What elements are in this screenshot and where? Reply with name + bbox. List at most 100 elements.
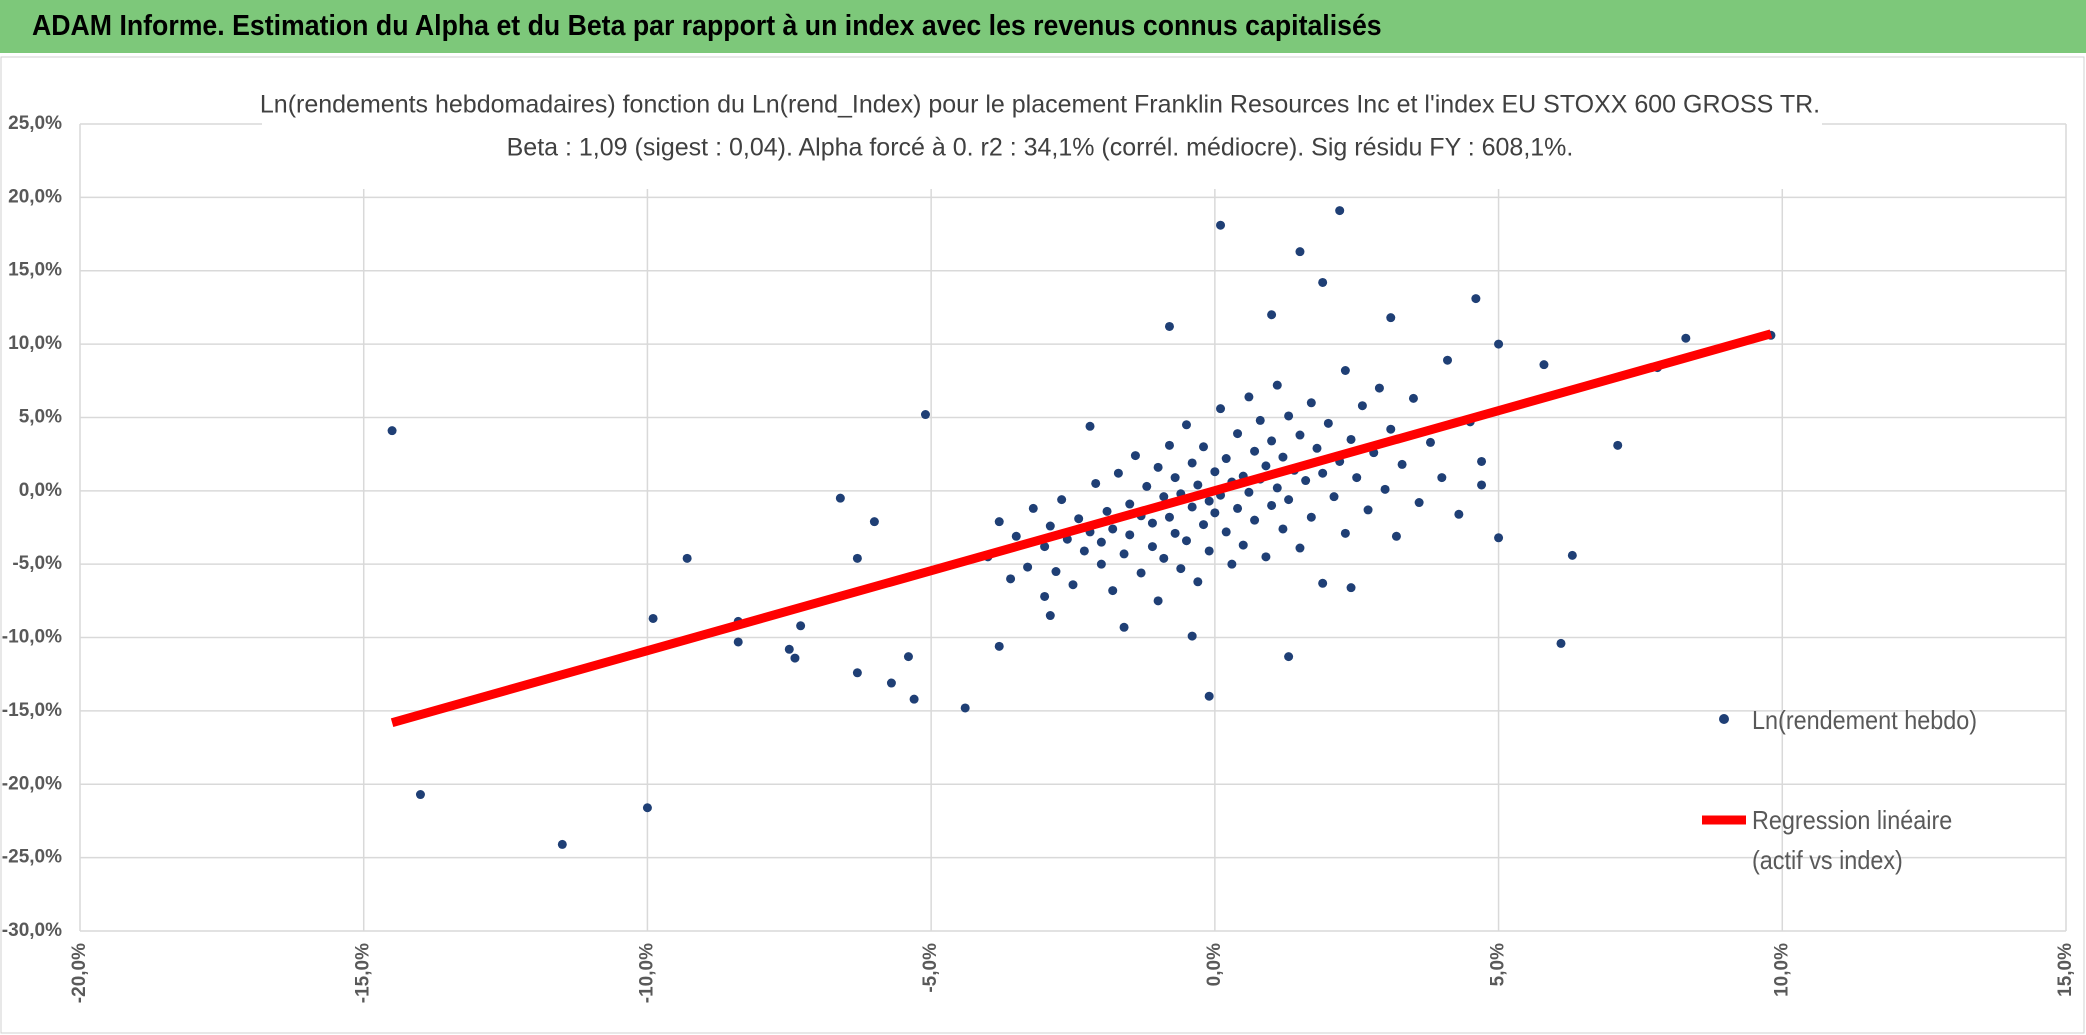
data-point bbox=[1494, 339, 1504, 349]
chart: -30,0% -25,0% -20,0% -15,0% -10,0% -5,0% 0,0% 5… bbox=[0, 56, 2085, 1034]
data-point bbox=[1233, 503, 1243, 513]
data-point bbox=[1074, 514, 1084, 524]
data-point bbox=[1096, 559, 1106, 569]
data-point bbox=[1045, 521, 1055, 531]
y-tick-label: -15,0% bbox=[2, 700, 62, 721]
data-point bbox=[1329, 492, 1339, 502]
data-point bbox=[1011, 531, 1021, 541]
data-point bbox=[835, 493, 845, 503]
x-tick-label: -5,0% bbox=[920, 943, 941, 993]
data-point bbox=[1130, 451, 1140, 461]
data-point bbox=[1216, 404, 1226, 414]
data-point bbox=[1556, 638, 1566, 648]
data-point bbox=[642, 803, 652, 813]
data-point bbox=[1091, 478, 1101, 488]
data-point bbox=[1295, 430, 1305, 440]
data-point bbox=[1210, 508, 1220, 518]
data-point bbox=[1323, 418, 1333, 428]
data-point bbox=[1233, 429, 1243, 439]
data-point bbox=[1318, 578, 1328, 588]
data-point bbox=[1295, 543, 1305, 553]
data-point bbox=[1306, 512, 1316, 522]
data-point bbox=[1193, 480, 1203, 490]
data-point bbox=[1085, 421, 1095, 431]
data-point bbox=[1278, 524, 1288, 534]
data-point bbox=[1284, 495, 1294, 505]
data-point bbox=[733, 637, 743, 647]
x-tick-label: 15,0% bbox=[2055, 943, 2076, 997]
data-point bbox=[796, 621, 806, 631]
data-point bbox=[1164, 512, 1174, 522]
data-point bbox=[1193, 577, 1203, 587]
data-point bbox=[960, 703, 970, 713]
data-point bbox=[784, 644, 794, 654]
data-point bbox=[1267, 436, 1277, 446]
data-point bbox=[682, 553, 692, 563]
data-point bbox=[1040, 542, 1050, 552]
data-point bbox=[1363, 505, 1373, 515]
data-point bbox=[1454, 509, 1464, 519]
title-background bbox=[262, 81, 1822, 189]
data-point bbox=[994, 517, 1004, 527]
data-point bbox=[557, 839, 567, 849]
data-point bbox=[1159, 492, 1169, 502]
data-point bbox=[1119, 622, 1129, 632]
data-point bbox=[1170, 528, 1180, 538]
data-point bbox=[909, 694, 919, 704]
x-tick-label: 10,0% bbox=[1771, 943, 1792, 997]
data-point bbox=[1187, 502, 1197, 512]
data-point bbox=[1255, 415, 1265, 425]
data-point bbox=[1386, 313, 1396, 323]
data-point bbox=[1221, 527, 1231, 537]
data-point bbox=[1261, 461, 1271, 471]
header-bar: ADAM Informe. Estimation du Alpha et du … bbox=[0, 0, 2086, 53]
x-tick-label: 5,0% bbox=[1488, 943, 1509, 986]
data-point bbox=[1278, 452, 1288, 462]
data-point bbox=[1374, 383, 1384, 393]
data-point bbox=[1318, 277, 1328, 287]
data-point bbox=[1108, 524, 1118, 534]
chart-subtitle: Beta : 1,09 (sigest : 0,04). Alpha forcé… bbox=[507, 134, 1574, 162]
data-point bbox=[415, 790, 425, 800]
data-point bbox=[1250, 446, 1260, 456]
x-tick-label: 0,0% bbox=[1204, 943, 1225, 986]
data-point bbox=[1335, 206, 1345, 216]
data-point bbox=[1164, 321, 1174, 331]
data-point bbox=[1147, 542, 1157, 552]
data-point bbox=[1425, 437, 1435, 447]
data-point bbox=[994, 641, 1004, 651]
data-point bbox=[1477, 456, 1487, 466]
data-point bbox=[1312, 443, 1322, 453]
data-point bbox=[1068, 580, 1078, 590]
y-tick-label: -5,0% bbox=[12, 553, 62, 574]
data-point bbox=[1380, 484, 1390, 494]
data-point bbox=[1057, 495, 1067, 505]
data-point bbox=[1238, 540, 1248, 550]
data-point bbox=[1267, 310, 1277, 320]
data-point bbox=[1494, 533, 1504, 543]
data-point bbox=[1170, 473, 1180, 483]
data-point bbox=[1357, 401, 1367, 411]
data-point bbox=[1006, 574, 1016, 584]
data-point bbox=[1159, 553, 1169, 563]
x-tick-label: -20,0% bbox=[69, 943, 90, 1003]
data-point bbox=[1301, 476, 1311, 486]
data-point bbox=[1187, 458, 1197, 468]
data-point bbox=[1045, 611, 1055, 621]
y-tick-label: 10,0% bbox=[8, 333, 62, 354]
data-point bbox=[1079, 546, 1089, 556]
data-point bbox=[1113, 468, 1123, 478]
chart-title: Ln(rendements hebdomadaires) fonction du… bbox=[260, 91, 1820, 119]
data-point bbox=[1306, 398, 1316, 408]
data-point bbox=[1318, 468, 1328, 478]
data-point bbox=[1147, 518, 1157, 528]
data-point bbox=[790, 653, 800, 663]
y-tick-label: 5,0% bbox=[19, 406, 62, 427]
data-point bbox=[1164, 440, 1174, 450]
y-tick-label: 15,0% bbox=[8, 260, 62, 281]
data-point bbox=[1437, 473, 1447, 483]
data-point bbox=[1295, 247, 1305, 257]
data-point bbox=[1567, 550, 1577, 560]
data-point bbox=[1284, 411, 1294, 421]
data-point bbox=[1443, 355, 1453, 365]
